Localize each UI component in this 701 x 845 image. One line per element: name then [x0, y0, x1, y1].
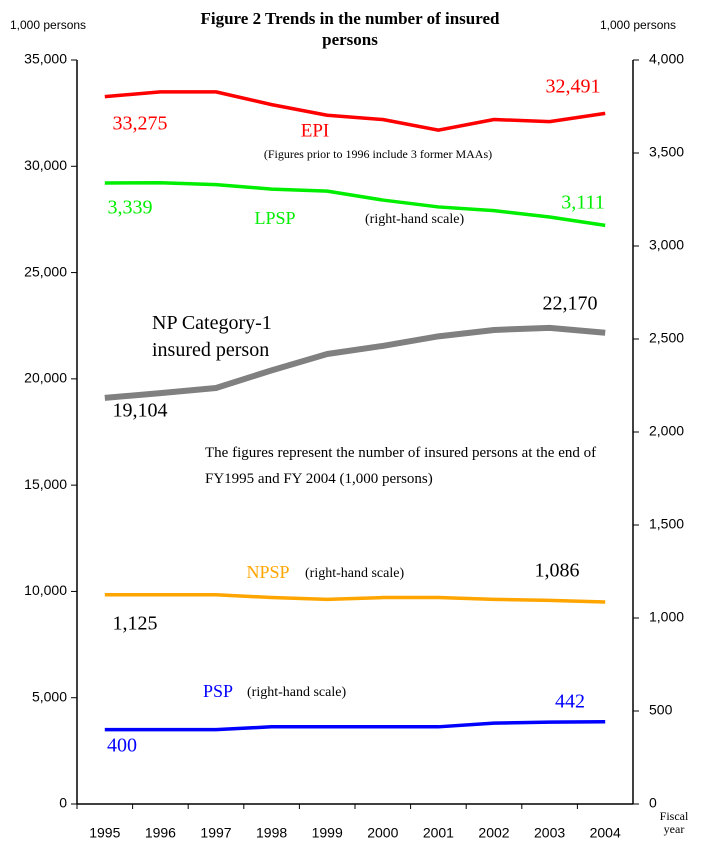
y2-tick-label: 1,500 [649, 516, 684, 532]
data-label: 32,491 [546, 76, 601, 98]
y2-tick-label: 500 [649, 702, 673, 718]
series-label: NP Category-1 insured person [152, 312, 272, 361]
x-tick-label: 1997 [200, 825, 231, 841]
x-axis-label: Fiscal year [659, 809, 689, 836]
data-label: 1,086 [535, 560, 580, 582]
y2-tick-label: 2,000 [649, 423, 684, 439]
y-tick-label: 25,000 [24, 263, 67, 279]
data-label: 1,125 [113, 613, 158, 635]
y2-axis-label: 1,000 persons [600, 18, 676, 32]
y2-tick-label: 3,000 [649, 237, 684, 253]
y-tick-label: 10,000 [24, 582, 67, 598]
x-tick-label: 2000 [367, 825, 398, 841]
series-line [104, 593, 606, 604]
data-label: 442 [555, 691, 585, 713]
y2-tick-label: 1,000 [649, 609, 684, 625]
y-tick-label: 15,000 [24, 476, 67, 492]
data-label: 400 [107, 735, 137, 757]
x-tick-label: 1998 [256, 825, 287, 841]
series-line [104, 181, 606, 228]
series-label: PSP [203, 681, 233, 701]
y-tick-label: 20,000 [24, 370, 67, 386]
y-tick-label: 0 [59, 795, 67, 811]
series-label: EPI [301, 120, 330, 141]
series-label: NPSP [246, 562, 289, 582]
x-tick-label: 2001 [423, 825, 454, 841]
x-tick-label: 1996 [145, 825, 176, 841]
y-tick-label: 35,000 [24, 51, 67, 67]
y-tick-label: 30,000 [24, 157, 67, 173]
y2-tick-label: 4,000 [649, 51, 684, 67]
data-label: 22,170 [543, 293, 598, 315]
annotation: (right-hand scale) [305, 566, 404, 581]
y-axis-label: 1,000 persons [10, 18, 86, 32]
y2-tick-label: 2,500 [649, 330, 684, 346]
annotation: The figures represent the number of insu… [205, 445, 597, 487]
annotation: (right-hand scale) [365, 212, 464, 227]
data-label: 19,104 [113, 400, 168, 422]
data-label: 3,339 [108, 197, 153, 219]
annotation: (Figures prior to 1996 include 3 former … [264, 147, 492, 161]
series-label: LPSP [254, 208, 295, 228]
x-tick-label: 2004 [590, 825, 621, 841]
series-line [104, 90, 606, 132]
data-label: 33,275 [113, 113, 168, 135]
y-tick-label: 5,000 [32, 688, 67, 704]
annotation: (right-hand scale) [247, 685, 346, 700]
chart-title: Figure 2 Trends in the number of insured… [200, 9, 500, 49]
y2-tick-label: 3,500 [649, 144, 684, 160]
x-tick-label: 2002 [478, 825, 509, 841]
x-tick-label: 2003 [534, 825, 565, 841]
x-tick-label: 1999 [312, 825, 343, 841]
y2-tick-label: 0 [649, 795, 657, 811]
data-label: 3,111 [561, 192, 605, 214]
x-tick-label: 1995 [89, 825, 120, 841]
series-line [104, 720, 606, 732]
series-line [104, 324, 606, 401]
